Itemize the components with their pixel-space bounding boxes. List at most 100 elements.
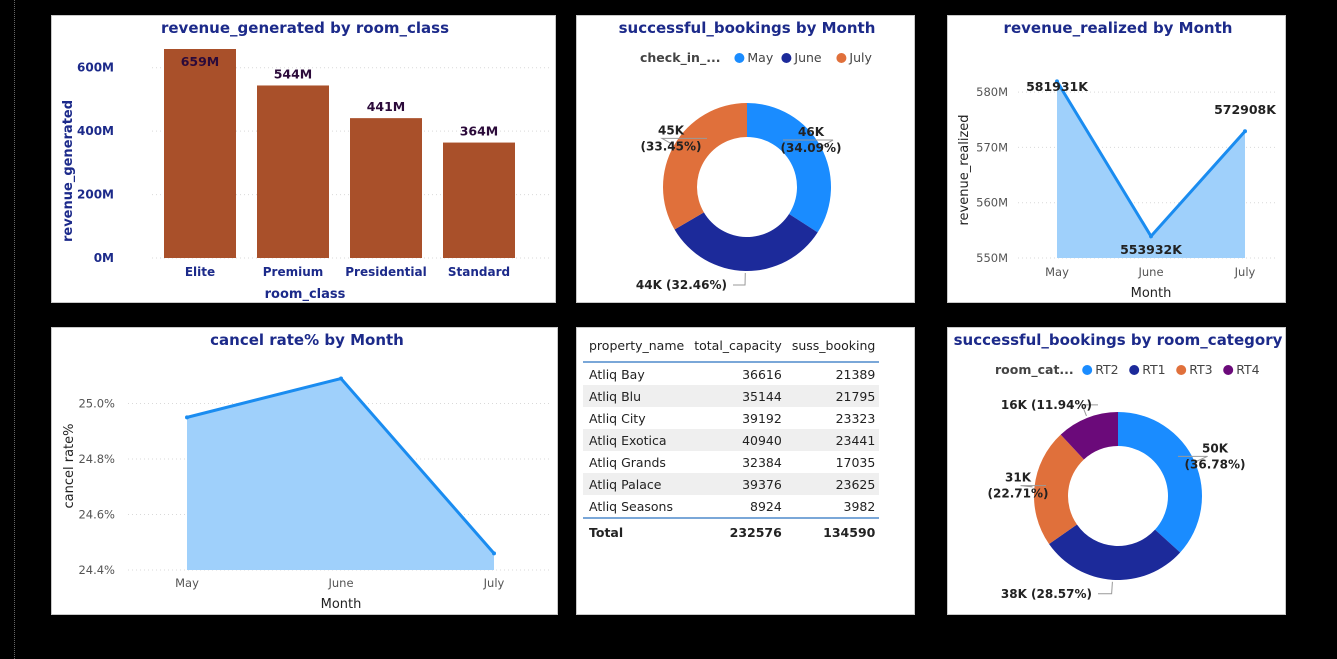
area-fill [1057, 81, 1245, 258]
cell-booking: 23323 [835, 410, 876, 426]
column-header-property-name[interactable]: property_name [583, 336, 689, 363]
bar-presidential[interactable] [350, 118, 422, 258]
x-tick-label: May [1045, 265, 1069, 279]
y-tick-label: 570M [976, 140, 1008, 154]
chart-title: revenue_realized by Month [1004, 19, 1233, 37]
slice-rt4[interactable] [1060, 412, 1118, 460]
cell-capacity: 32384 [742, 454, 782, 470]
bookings-by-room-category-panel[interactable]: successful_bookings by room_category roo… [947, 327, 1286, 615]
cell-total-capacity: 232576 [688, 517, 786, 543]
legend-title: room_cat... [995, 362, 1074, 378]
revenue-by-room-class-panel[interactable]: revenue_generated by room_class 0M 200M 40… [51, 15, 556, 303]
legend-marker [781, 53, 792, 63]
bookings-month-donut: successful_bookings by Month check_in_..… [619, 19, 876, 292]
y-tick-label: 0M [94, 251, 114, 265]
x-tick-label: Premium [263, 265, 324, 279]
legend-marker [1176, 365, 1187, 375]
legend-entry[interactable]: RT2 [1095, 362, 1118, 377]
cell-booking: 23441 [785, 429, 880, 451]
chart-title: revenue_generated by room_class [161, 19, 449, 37]
legend-entry[interactable]: RT3 [1189, 362, 1212, 377]
data-point[interactable] [492, 551, 496, 556]
data-point[interactable] [1243, 129, 1247, 134]
cell-property: Atliq Seasons [589, 498, 673, 514]
data-point[interactable] [339, 376, 343, 381]
y-tick-label: 25.0% [78, 397, 115, 411]
slice-percent-label: (34.09%) [781, 141, 842, 155]
slice-july[interactable] [663, 103, 747, 230]
y-tick-label: 600M [77, 61, 114, 75]
cell-property: Atliq Palace [583, 473, 689, 495]
x-axis-label: room_class [265, 287, 346, 302]
cell-booking: 17035 [835, 454, 876, 470]
table-row[interactable]: Atliq Blu 35144 21795 [583, 385, 880, 407]
cell-total-label: Total [583, 517, 689, 543]
property-table: property_name total_capacity suss_bookin… [583, 336, 880, 543]
cell-capacity: 8924 [750, 498, 782, 514]
table-row[interactable]: Atliq Bay 36616 21389 [583, 362, 879, 385]
revenue-realized-panel[interactable]: revenue_realized by Month 550M 560M 570M 58… [947, 15, 1286, 303]
bar-premium[interactable] [257, 85, 329, 258]
leader-line [1178, 455, 1208, 462]
y-tick-label: 580M [976, 85, 1008, 99]
chart-title: successful_bookings by room_category [954, 331, 1283, 349]
legend-entry[interactable]: RT4 [1236, 362, 1259, 377]
legend-entry[interactable]: July [848, 50, 872, 65]
slice-rt3[interactable] [1034, 434, 1084, 544]
bookings-by-month-panel[interactable]: successful_bookings by Month check_in_..… [576, 15, 915, 303]
legend-marker [1129, 365, 1140, 375]
data-point[interactable] [185, 415, 189, 420]
legend-entry[interactable]: June [793, 50, 822, 65]
bar-value-label: 659M [181, 54, 220, 69]
slice-label: 44K (32.46%) [636, 278, 727, 292]
table-row[interactable]: Atliq Seasons 8924 3982 [583, 495, 879, 518]
leader-line [783, 139, 834, 147]
data-point[interactable] [1055, 79, 1059, 84]
cancel-rate-panel[interactable]: cancel rate% by Month 24.4% 24.6% 24.8% 25.… [51, 327, 558, 615]
bar-elite[interactable] [164, 49, 236, 259]
cell-property: Atliq City [589, 410, 646, 426]
cell-total-booking: 134590 [785, 517, 880, 543]
revenue-bar-chart: revenue_generated by room_class 0M 200M 40… [61, 19, 552, 302]
bar-standard[interactable] [443, 142, 515, 258]
data-value-label: 572908K [1214, 102, 1277, 117]
slice-label: 38K (28.57%) [1001, 587, 1092, 601]
legend-entry[interactable]: RT1 [1142, 362, 1165, 377]
slice-value-label: 45K [658, 123, 685, 137]
column-header-suss-booking[interactable]: suss_booking [785, 336, 880, 363]
property-table-panel[interactable]: property_name total_capacity suss_bookin… [576, 327, 915, 615]
leader-line [1098, 581, 1113, 595]
cell-property: Atliq Grands [589, 454, 666, 470]
y-axis-label: revenue_generated [61, 100, 76, 242]
table-row[interactable]: Atliq Grands 32384 17035 [583, 451, 879, 473]
cell-capacity: 36616 [742, 366, 782, 382]
legend-marker [1223, 365, 1234, 375]
cell-booking: 21795 [785, 385, 880, 407]
legend-entry[interactable]: May [747, 50, 773, 65]
table-row[interactable]: Atliq Exotica 40940 23441 [583, 429, 880, 451]
bar-value-label: 364M [460, 124, 499, 139]
data-point[interactable] [1149, 234, 1153, 239]
cell-booking: 21389 [835, 366, 876, 382]
cell-capacity: 39192 [742, 410, 782, 426]
x-tick-label: June [327, 576, 353, 590]
slice-rt1[interactable] [1049, 524, 1181, 580]
slice-may[interactable] [747, 103, 831, 233]
bar-value-label: 544M [274, 66, 313, 81]
x-tick-label: July [1234, 265, 1256, 279]
leader-line [733, 272, 746, 286]
slice-june[interactable] [674, 212, 818, 271]
slice-value-label: 46K [798, 125, 825, 139]
revenue-realized-area-chart: revenue_realized by Month 550M 560M 570M 58… [957, 19, 1278, 301]
table-row[interactable]: Atliq Palace 39376 23625 [583, 473, 880, 495]
cell-property: Atliq Blu [583, 385, 689, 407]
column-header-total-capacity[interactable]: total_capacity [688, 336, 786, 363]
slice-rt2[interactable] [1118, 412, 1202, 553]
y-tick-label: 24.8% [78, 452, 115, 466]
slice-value-label: 31K [1005, 471, 1032, 485]
left-guide-line [14, 0, 15, 659]
slice-percent-label: (22.71%) [988, 487, 1049, 501]
bar-value-label: 441M [367, 99, 406, 114]
data-value-label: 581931K [1026, 79, 1089, 94]
table-row[interactable]: Atliq City 39192 23323 [583, 407, 879, 429]
